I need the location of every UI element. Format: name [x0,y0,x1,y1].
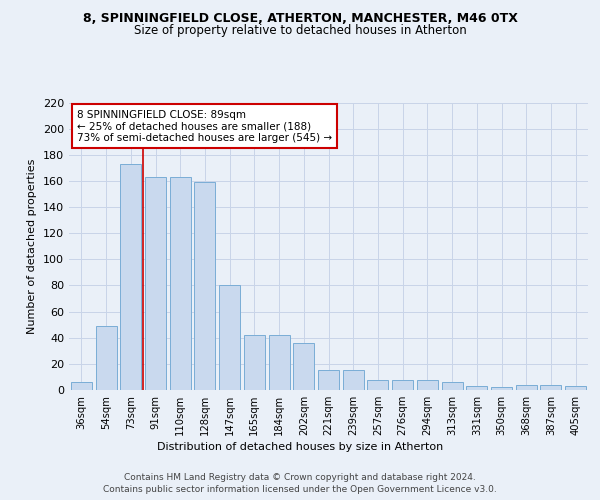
Bar [71,382,92,390]
Bar [269,335,290,390]
Bar [516,385,537,390]
Bar [565,386,586,390]
Bar [466,386,487,390]
Text: Size of property relative to detached houses in Atherton: Size of property relative to detached ho… [134,24,466,37]
Bar [95,326,116,390]
Text: Contains HM Land Registry data © Crown copyright and database right 2024.: Contains HM Land Registry data © Crown c… [124,472,476,482]
Bar [293,343,314,390]
Bar [417,380,438,390]
Bar [392,380,413,390]
Text: Distribution of detached houses by size in Atherton: Distribution of detached houses by size … [157,442,443,452]
Text: Contains public sector information licensed under the Open Government Licence v3: Contains public sector information licen… [103,485,497,494]
Text: 8, SPINNINGFIELD CLOSE, ATHERTON, MANCHESTER, M46 0TX: 8, SPINNINGFIELD CLOSE, ATHERTON, MANCHE… [83,12,517,26]
Text: 8 SPINNINGFIELD CLOSE: 89sqm
← 25% of detached houses are smaller (188)
73% of s: 8 SPINNINGFIELD CLOSE: 89sqm ← 25% of de… [77,110,332,143]
Bar [170,177,191,390]
Bar [244,335,265,390]
Bar [442,382,463,390]
Bar [194,182,215,390]
Bar [541,385,562,390]
Bar [343,370,364,390]
Y-axis label: Number of detached properties: Number of detached properties [28,158,37,334]
Bar [367,380,388,390]
Bar [318,370,339,390]
Bar [145,177,166,390]
Bar [120,164,141,390]
Bar [491,388,512,390]
Bar [219,286,240,390]
